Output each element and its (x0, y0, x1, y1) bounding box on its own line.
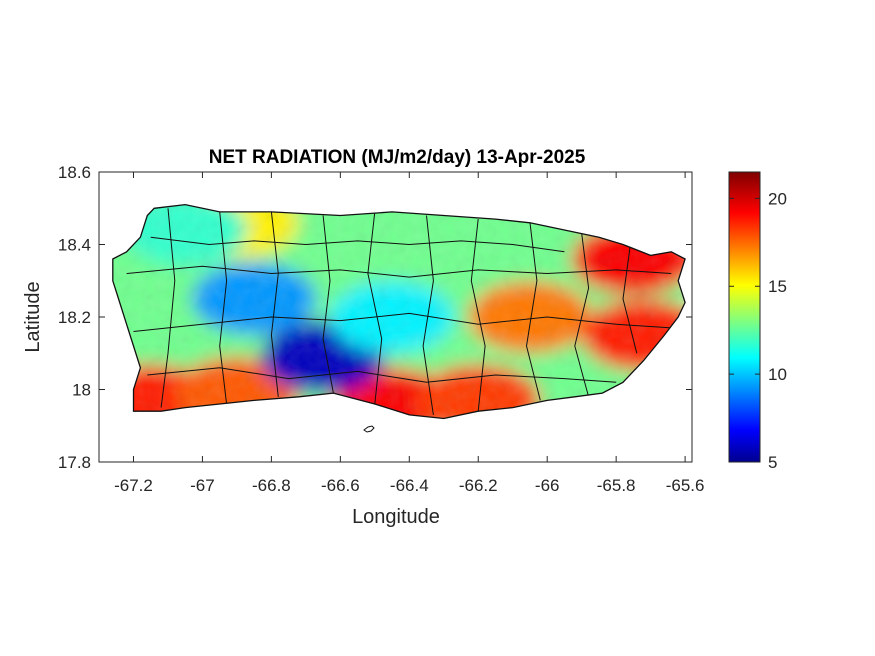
boundary-line (574, 233, 590, 397)
y-tick-label: 18.6 (58, 163, 91, 182)
boundary-line (147, 367, 617, 383)
y-axis-label: Latitude (22, 281, 44, 352)
x-tick-label: -66.8 (252, 476, 291, 495)
vieques-islet-icon (363, 425, 375, 433)
colorbar-ticks: 5 10 15 20 (729, 189, 787, 472)
boundary-line (622, 248, 638, 354)
colorbar-tick-label: 15 (768, 277, 787, 296)
x-tick-label: -67 (190, 476, 215, 495)
y-axis-ticks: 17.8 18 18.2 18.4 18.6 (58, 163, 692, 472)
x-tick-label: -66 (535, 476, 560, 495)
y-tick-label: 18.4 (58, 236, 91, 255)
boundary-line (525, 222, 541, 401)
x-tick-label: -66.6 (321, 476, 360, 495)
x-axis-label: Longitude (352, 506, 440, 528)
boundary-line (422, 215, 434, 415)
boundary-line (160, 208, 176, 408)
x-axis-ticks: -67.2 -67 -66.8 -66.6 -66.4 -66.2 -66 -65.8 -65.… (114, 172, 704, 495)
x-tick-label: -66.4 (390, 476, 429, 495)
y-tick-label: 18 (72, 381, 91, 400)
y-tick-label: 18.2 (58, 308, 91, 327)
boundary-line (219, 211, 228, 405)
x-tick-label: -65.6 (666, 476, 705, 495)
x-tick-label: -66.2 (459, 476, 498, 495)
municipality-boundaries (126, 208, 672, 415)
boundary-line (322, 215, 334, 394)
boundary-line (470, 219, 486, 412)
colorbar-tick-label: 20 (768, 189, 787, 208)
boundary-line (367, 211, 383, 405)
boundary-line (126, 265, 672, 278)
chart-title: NET RADIATION (MJ/m2/day) 13-Apr-2025 (209, 147, 586, 168)
island-outline (112, 203, 686, 420)
y-tick-label: 17.8 (58, 453, 91, 472)
colorbar (728, 171, 761, 463)
x-tick-label: -65.8 (597, 476, 636, 495)
boundary-line (150, 236, 565, 253)
colorbar-tick-label: 10 (768, 365, 787, 384)
boundary-line (133, 312, 672, 332)
colorbar-tick-label: 5 (768, 453, 777, 472)
x-tick-label: -67.2 (114, 476, 153, 495)
